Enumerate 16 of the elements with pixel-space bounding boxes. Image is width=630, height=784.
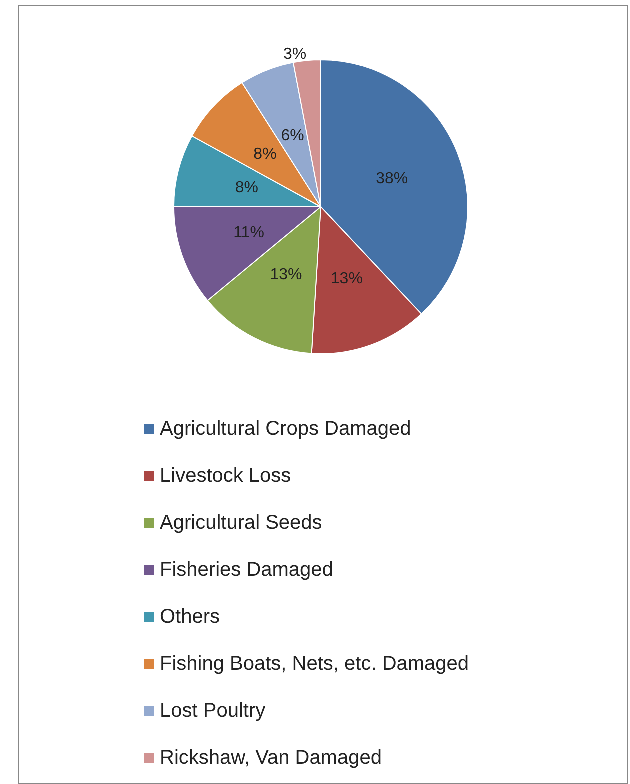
legend-label: Agricultural Seeds (160, 512, 322, 534)
legend-label: Fishing Boats, Nets, etc. Damaged (160, 653, 470, 675)
data-label: 6% (281, 127, 304, 144)
legend-label: Fisheries Damaged (160, 559, 334, 581)
data-label: 3% (283, 46, 307, 64)
legend-label: Others (160, 606, 220, 628)
data-label: 13% (330, 270, 363, 288)
data-label: 13% (270, 266, 302, 284)
legend-label: Lost Poultry (160, 700, 266, 722)
data-label: 8% (235, 179, 258, 196)
legend-label: Livestock Loss (160, 465, 292, 487)
legend-label: Rickshaw, Van Damaged (160, 747, 382, 769)
data-label: 11% (234, 224, 264, 242)
data-label: 8% (254, 146, 277, 164)
legend-label: Agricultural Crops Damaged (160, 418, 412, 440)
data-label: 38% (376, 170, 408, 188)
